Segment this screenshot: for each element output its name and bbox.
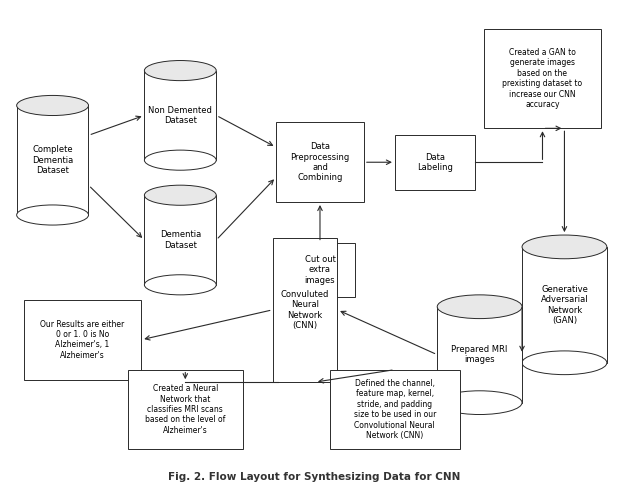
Text: Our Results are either
0 or 1. 0 is No
Alzheimer's, 1
Alzheimer's: Our Results are either 0 or 1. 0 is No A… [40, 320, 124, 360]
Ellipse shape [437, 391, 522, 415]
Bar [437, 307, 522, 402]
Bar [395, 135, 475, 189]
Text: Data
Preprocessing
and
Combining: Data Preprocessing and Combining [290, 142, 350, 183]
Text: Prepared MRI
images: Prepared MRI images [452, 345, 508, 365]
Text: Dementia
Dataset: Dementia Dataset [160, 230, 201, 250]
Text: Created a Neural
Network that
classifies MRI scans
based on the level of
Alzheim: Created a Neural Network that classifies… [145, 384, 225, 435]
Ellipse shape [522, 351, 607, 374]
Text: Generative
Adversarial
Network
(GAN): Generative Adversarial Network (GAN) [541, 285, 588, 325]
Ellipse shape [17, 95, 89, 116]
Bar [330, 369, 460, 449]
Text: Non Demented
Dataset: Non Demented Dataset [148, 106, 212, 125]
Text: Complete
Dementia
Dataset: Complete Dementia Dataset [32, 145, 73, 175]
Text: Cut out
extra
images: Cut out extra images [305, 255, 335, 285]
Text: Fig. 2. Flow Layout for Synthesizing Data for CNN: Fig. 2. Flow Layout for Synthesizing Dat… [168, 472, 460, 482]
Bar [273, 238, 337, 382]
Ellipse shape [17, 205, 89, 225]
Text: Defined the channel,
feature map, kernel,
stride, and padding
size to be used in: Defined the channel, feature map, kernel… [354, 379, 436, 440]
Bar [276, 123, 364, 202]
Bar [522, 247, 607, 363]
Text: Convuluted
Neural
Network
(CNN): Convuluted Neural Network (CNN) [281, 290, 329, 330]
Bar [484, 29, 602, 128]
Ellipse shape [144, 185, 216, 205]
Ellipse shape [144, 150, 216, 170]
Ellipse shape [437, 295, 522, 319]
Ellipse shape [144, 61, 216, 81]
Ellipse shape [144, 275, 216, 295]
Bar [128, 369, 242, 449]
Bar [24, 300, 141, 380]
Bar [144, 195, 216, 285]
Text: Data
Labeling: Data Labeling [417, 153, 453, 172]
Ellipse shape [522, 235, 607, 259]
Bar [285, 243, 355, 297]
Text: Created a GAN to
generate images
based on the
prexisting dataset to
increase our: Created a GAN to generate images based o… [502, 48, 583, 109]
Bar [17, 105, 89, 215]
Bar [144, 70, 216, 160]
